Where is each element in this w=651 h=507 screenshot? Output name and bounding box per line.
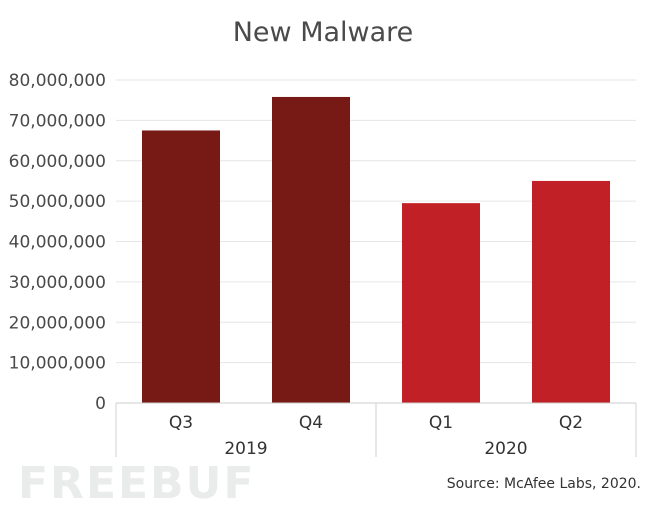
x-axis: Q3 Q4 Q1 Q2 2019 2020: [115, 402, 637, 459]
group-label: 2020: [484, 439, 527, 459]
y-tick-label: 60,000,000: [9, 152, 106, 172]
watermark-logo: FREEBUF: [18, 458, 255, 507]
bars: [142, 96, 610, 404]
x-tick-label: Q4: [299, 413, 323, 433]
y-axis-ticks: 0 10,000,000 20,000,000 30,000,000 40,000,00…: [9, 71, 106, 414]
y-tick-label: 20,000,000: [9, 313, 106, 333]
x-tick-label: Q2: [559, 413, 583, 433]
bar-q3: [142, 130, 220, 403]
x-tick-label: Q1: [429, 413, 453, 433]
bar-q4: [272, 96, 350, 404]
y-tick-label: 40,000,000: [9, 233, 106, 253]
y-tick-label: 80,000,000: [9, 71, 106, 91]
source-note: Source: McAfee Labs, 2020.: [447, 476, 641, 492]
y-tick-label: 50,000,000: [9, 192, 106, 212]
y-tick-label: 0: [95, 394, 106, 414]
bar-q1: [402, 203, 480, 403]
y-tick-label: 30,000,000: [9, 273, 106, 293]
chart-title: New Malware: [233, 17, 414, 48]
bar-q2: [532, 180, 610, 403]
y-tick-label: 10,000,000: [9, 354, 106, 374]
y-tick-label: 70,000,000: [9, 111, 106, 131]
x-tick-label: Q3: [169, 413, 193, 433]
group-label: 2019: [224, 439, 267, 459]
